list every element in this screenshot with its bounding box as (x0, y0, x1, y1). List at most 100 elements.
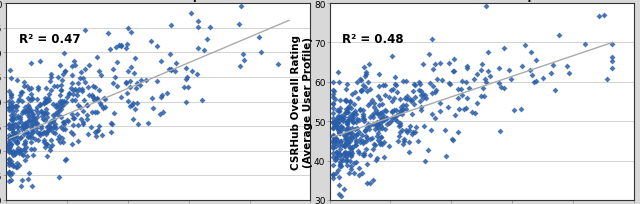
Point (113, 61, 123, 65)
Point (371, 109, 381, 112)
Point (494, 67, 504, 70)
Point (103, 33, 113, 36)
Point (435, 102, 445, 106)
Point (121, 81, 131, 85)
Point (10, 139, 20, 142)
Point (411, 125, 421, 129)
Point (380, 84, 390, 88)
Point (4, 146, 15, 150)
Point (343, 126, 353, 129)
Point (333, 110, 344, 114)
Point (12, 136, 22, 139)
Point (4, 171, 15, 174)
Point (4, 149, 15, 152)
Point (341, 137, 351, 140)
Point (344, 105, 354, 108)
Point (33, 88, 44, 91)
Point (373, 139, 383, 142)
Point (108, 82, 118, 85)
Point (92, 56, 102, 59)
Point (358, 84, 368, 88)
Point (479, 94, 489, 98)
Point (332, 109, 342, 112)
Point (391, 84, 401, 88)
Point (338, 154, 348, 157)
Point (90, 86, 100, 89)
Point (105, 48, 115, 51)
Point (234, 23, 244, 26)
Point (56, 101, 67, 104)
Point (342, 120, 352, 123)
Point (354, 167, 364, 170)
Point (344, 130, 355, 133)
Point (328, 135, 338, 138)
Point (79, 30, 90, 33)
Point (335, 115, 346, 118)
Point (107, 123, 117, 126)
Point (156, 60, 166, 64)
Point (36, 110, 47, 114)
Point (332, 122, 342, 125)
Point (386, 120, 396, 123)
Point (328, 102, 338, 105)
Point (358, 115, 368, 118)
Point (337, 125, 347, 129)
Point (407, 99, 417, 103)
Point (554, 34, 564, 37)
Point (44, 124, 54, 128)
Point (27, 129, 37, 132)
Point (334, 152, 344, 155)
Point (74, 106, 84, 109)
Point (111, 47, 122, 50)
Point (346, 107, 356, 110)
Point (328, 136, 339, 139)
Point (19, 85, 29, 89)
Point (330, 98, 340, 101)
Point (334, 110, 344, 113)
Point (13, 100, 23, 103)
Point (45, 145, 55, 149)
Point (344, 172, 355, 175)
Point (163, 92, 173, 95)
Point (346, 136, 356, 139)
Point (428, 85, 438, 88)
Point (476, 69, 486, 72)
Point (12, 79, 22, 83)
Point (344, 116, 354, 119)
Point (28, 130, 38, 133)
Point (449, 58, 460, 61)
Point (344, 147, 355, 150)
Point (92, 111, 102, 114)
Point (362, 90, 372, 93)
Point (192, 73, 202, 76)
Point (5, 69, 15, 72)
Point (72, 90, 83, 93)
Point (330, 122, 340, 125)
Point (398, 80, 408, 83)
Point (360, 86, 371, 89)
Point (99, 97, 109, 100)
Point (331, 125, 341, 128)
Point (394, 109, 404, 113)
Point (387, 88, 397, 91)
Point (8, 163, 18, 166)
Point (7, 105, 17, 108)
Point (361, 71, 371, 74)
Point (398, 104, 408, 108)
Point (54, 94, 65, 97)
Point (46, 138, 56, 142)
Point (44, 99, 54, 102)
Point (335, 161, 345, 164)
Point (431, 89, 441, 92)
Point (79, 99, 89, 102)
Point (40, 146, 50, 149)
Title: Comparison of Newsweek and CSRHub
Scores for Global Companies: Comparison of Newsweek and CSRHub Scores… (368, 0, 595, 2)
Point (378, 84, 388, 88)
Point (109, 112, 120, 115)
Point (339, 144, 349, 147)
Point (340, 140, 351, 144)
Point (328, 127, 338, 130)
Point (53, 137, 63, 141)
Point (339, 145, 349, 148)
Point (8, 130, 19, 134)
